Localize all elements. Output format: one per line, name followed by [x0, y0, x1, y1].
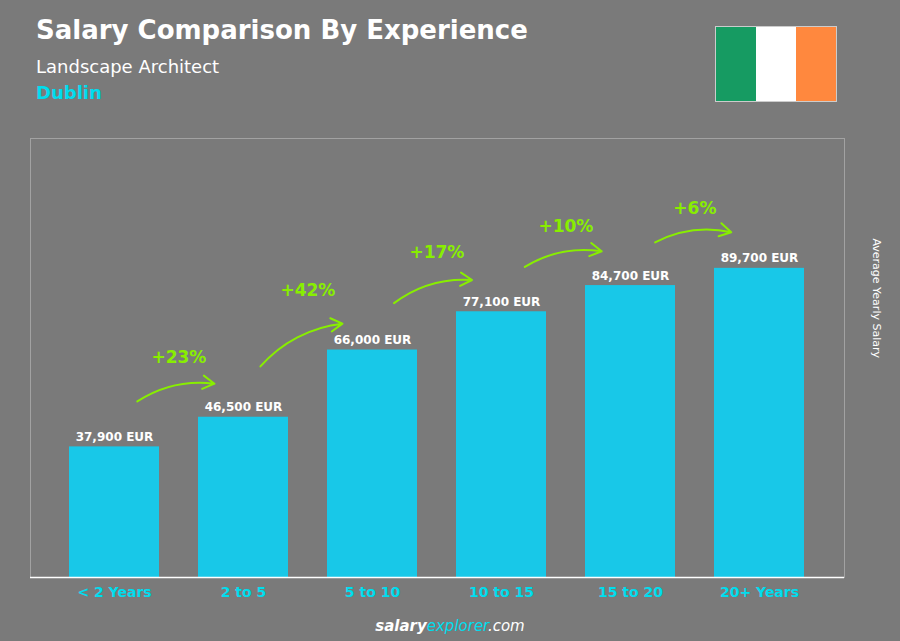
- svg-text:10 to 15: 10 to 15: [469, 584, 534, 600]
- svg-text:+6%: +6%: [673, 198, 716, 218]
- svg-text:2 to 5: 2 to 5: [221, 584, 267, 600]
- svg-text:+42%: +42%: [280, 280, 335, 300]
- svg-text:37,900 EUR: 37,900 EUR: [76, 430, 154, 444]
- html-text:Dublin: Dublin: [36, 82, 102, 103]
- svg-text:66,000 EUR: 66,000 EUR: [334, 333, 412, 347]
- svg-text:84,700 EUR: 84,700 EUR: [592, 269, 670, 283]
- svg-text:Average Yearly Salary: Average Yearly Salary: [870, 238, 883, 358]
- svg-text:77,100 EUR: 77,100 EUR: [463, 295, 541, 309]
- svg-text:< 2 Years: < 2 Years: [77, 584, 151, 600]
- svg-text:46,500 EUR: 46,500 EUR: [205, 400, 283, 414]
- html-text:Landscape Architect: Landscape Architect: [36, 56, 220, 77]
- html-text:Salary Comparison By Experienc: Salary Comparison By Experience: [36, 15, 528, 45]
- svg-text:+17%: +17%: [409, 242, 464, 262]
- svg-text:89,700 EUR: 89,700 EUR: [721, 251, 799, 265]
- svg-text:20+ Years: 20+ Years: [720, 584, 799, 600]
- svg-text:+10%: +10%: [538, 216, 593, 236]
- svg-text:5 to 10: 5 to 10: [345, 584, 401, 600]
- html-text:salary explorer.com: salary explorer.com: [375, 617, 525, 635]
- svg-text:+23%: +23%: [151, 347, 206, 367]
- svg-text:15 to 20: 15 to 20: [598, 584, 663, 600]
